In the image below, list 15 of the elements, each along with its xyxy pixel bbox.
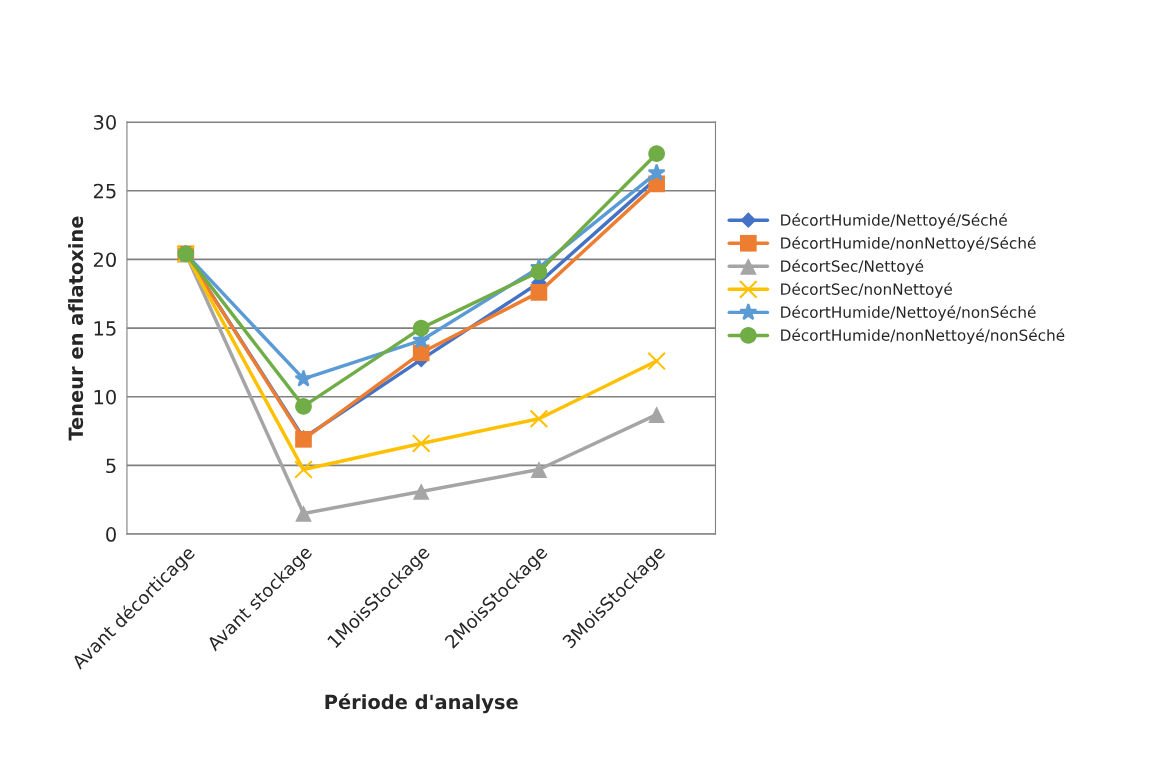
y-tick-label: 15 [94,321,116,336]
legend-label: DécortSec/Nettoyé [781,259,924,275]
y-tick-label: 30 [93,115,116,130]
y-axis-title: Teneur en aflatoxine [68,216,84,441]
legend-label: DécortHumide/nonNettoyé/Séché [781,236,1036,252]
legend-label: DécortHumide/Nettoyé/nonSéché [781,305,1036,321]
y-tick-label: 5 [106,458,116,474]
x-axis-title: Période d'analyse [325,693,518,714]
y-tick-label: 25 [93,183,116,199]
legend-label: DécortSec/nonNettoyé [781,282,952,298]
y-tick-label: 0 [106,527,116,542]
y-tick-label: 20 [93,252,116,268]
legend-label: DécortHumide/Nettoyé/Séché [781,213,1007,229]
y-tick-label: 10 [94,389,116,405]
legend-label: DécortHumide/nonNettoyé/nonSéché [781,328,1065,344]
